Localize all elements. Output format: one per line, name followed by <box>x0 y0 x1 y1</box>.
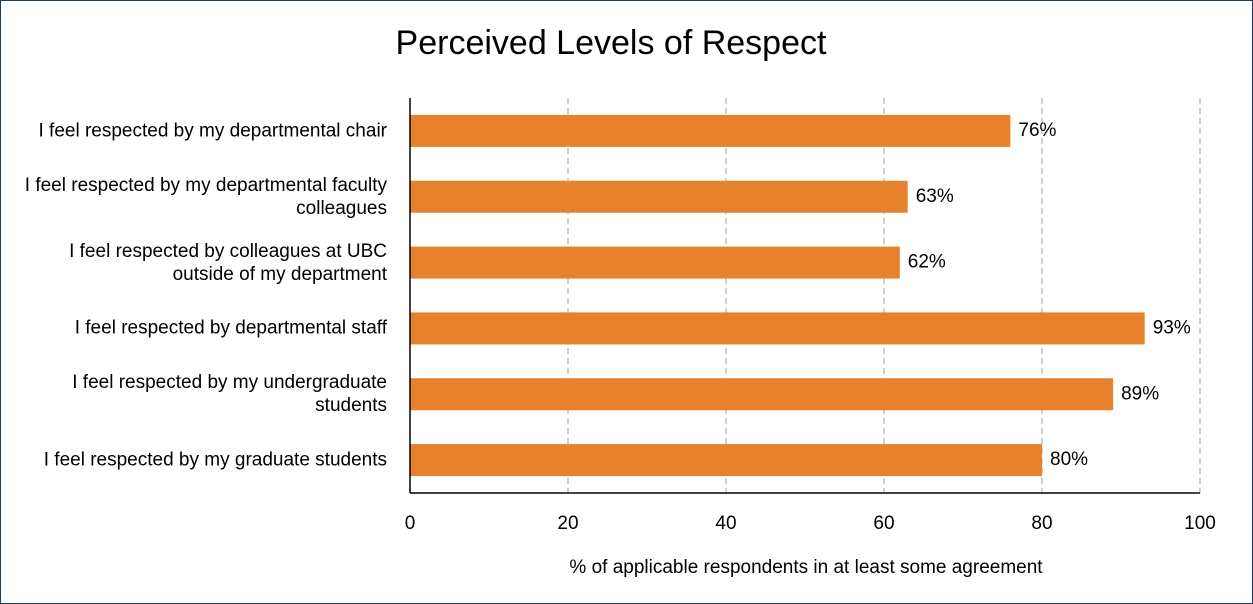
value-label: 62% <box>908 252 946 273</box>
value-label: 76% <box>1018 120 1056 141</box>
bar <box>410 444 1042 477</box>
chart-title: Perceived Levels of Respect <box>396 24 827 62</box>
y-tick-label: I feel respected by my departmental chai… <box>38 120 387 142</box>
x-tick-label: 0 <box>405 513 416 534</box>
bar <box>410 312 1145 345</box>
y-tick-label: I feel respected by departmental staff <box>74 317 387 339</box>
value-label: 80% <box>1050 449 1088 470</box>
x-axis-label: % of applicable respondents in at least … <box>569 557 1043 578</box>
bar <box>410 180 908 213</box>
bar <box>410 246 900 279</box>
value-label: 63% <box>916 186 954 207</box>
y-tick-label: I feel respected by my undergraduate stu… <box>72 372 387 417</box>
x-tick-label: 20 <box>557 513 578 534</box>
bar <box>410 114 1011 147</box>
y-tick-label: I feel respected by colleagues at UBC ou… <box>69 240 387 285</box>
category-labels: I feel respected by my departmental chai… <box>1 1 387 603</box>
y-tick-label: I feel respected by my graduate students <box>43 449 387 471</box>
x-tick-label: 40 <box>715 513 736 534</box>
y-tick-label: I feel respected by my departmental facu… <box>24 174 387 219</box>
value-label: 93% <box>1153 317 1191 338</box>
x-tick-label: 80 <box>1031 513 1052 534</box>
x-tick-label: 60 <box>873 513 894 534</box>
bar <box>410 378 1114 411</box>
value-label: 89% <box>1121 383 1159 404</box>
x-tick-label: 100 <box>1184 513 1216 534</box>
